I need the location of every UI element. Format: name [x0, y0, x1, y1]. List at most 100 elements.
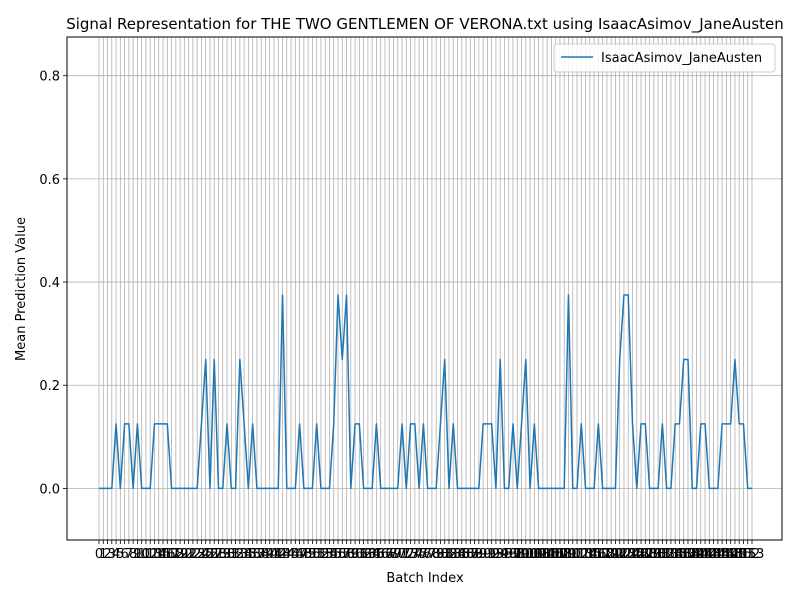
- x-tick-label: 84: [449, 547, 466, 562]
- x-tick-label: 102: [522, 547, 547, 562]
- x-tick-label: 48: [296, 547, 313, 562]
- x-tick-label: 53: [317, 547, 334, 562]
- x-tick-label: 83: [445, 547, 462, 562]
- x-tick-label: 147: [714, 547, 739, 562]
- x-tick-label: 119: [594, 547, 619, 562]
- x-tick-label: 14: [150, 547, 167, 562]
- x-tick-label: 117: [586, 547, 611, 562]
- x-tick-label: 57: [334, 547, 351, 562]
- series-line-isaacasimov-janeausten: [99, 294, 752, 490]
- x-tick-label: 104: [530, 547, 555, 562]
- x-tick-label: 97: [505, 547, 522, 562]
- x-tick-label: 123: [612, 547, 637, 562]
- x-tick-label: 122: [607, 547, 632, 562]
- x-tick-label: 152: [735, 547, 760, 562]
- x-tick-label: 19: [172, 547, 189, 562]
- x-tick-label: 113: [569, 547, 594, 562]
- x-tick-label: 12: [142, 547, 159, 562]
- x-tick-label: 64: [364, 547, 381, 562]
- x-tick-label: 8: [129, 547, 137, 562]
- x-tick-label: 153: [740, 547, 765, 562]
- x-tick-label: 2: [103, 547, 111, 562]
- x-tick-label: 105: [535, 547, 560, 562]
- x-tick-label: 41: [266, 547, 283, 562]
- x-tick-label: 37: [249, 547, 266, 562]
- x-tick-label: 32: [227, 547, 244, 562]
- x-tick-label: 111: [560, 547, 585, 562]
- x-tick-label: 35: [240, 547, 257, 562]
- x-tick-label: 91: [479, 547, 496, 562]
- x-tick-label: 30: [219, 547, 236, 562]
- x-tick-label: 61: [351, 547, 368, 562]
- x-tick-label: 31: [223, 547, 240, 562]
- x-tick-label: 95: [496, 547, 513, 562]
- x-tick-label: 18: [168, 547, 185, 562]
- x-tick-label: 110: [556, 547, 581, 562]
- legend-label: IsaacAsimov_JaneAusten: [601, 51, 762, 66]
- x-tick-label: 45: [283, 547, 300, 562]
- x-tick-label: 26: [202, 547, 219, 562]
- x-tick-label: 73: [402, 547, 419, 562]
- x-tick-label: 131: [646, 547, 671, 562]
- x-tick-label: 22: [185, 547, 202, 562]
- x-tick-label: 133: [654, 547, 679, 562]
- x-tick-label: 63: [360, 547, 377, 562]
- x-tick-label: 7: [125, 547, 133, 562]
- x-tick-label: 93: [488, 547, 505, 562]
- x-tick-label: 42: [270, 547, 287, 562]
- x-tick-label: 10: [133, 547, 150, 562]
- y-tick-label: 0.4: [39, 276, 60, 291]
- x-tick-label: 68: [381, 547, 398, 562]
- x-tick-label: 4: [112, 547, 120, 562]
- x-tick-label: 59: [343, 547, 360, 562]
- x-tick-label: 72: [398, 547, 415, 562]
- x-tick-label: 115: [577, 547, 602, 562]
- x-tick-label: 135: [663, 547, 688, 562]
- x-tick-label: 92: [483, 547, 500, 562]
- x-axis-ticks: 0123456789101112131415161718192021222324…: [95, 540, 765, 562]
- x-tick-label: 88: [466, 547, 483, 562]
- x-tick-label: 44: [279, 547, 296, 562]
- x-tick-label: 89: [471, 547, 488, 562]
- x-tick-label: 142: [693, 547, 718, 562]
- x-tick-label: 120: [599, 547, 624, 562]
- x-tick-label: 106: [539, 547, 564, 562]
- x-tick-label: 114: [573, 547, 598, 562]
- x-tick-label: 82: [441, 547, 458, 562]
- x-tick-label: 107: [543, 547, 568, 562]
- x-tick-label: 130: [641, 547, 666, 562]
- x-tick-label: 71: [394, 547, 411, 562]
- x-tick-label: 116: [582, 547, 607, 562]
- x-tick-label: 39: [257, 547, 274, 562]
- x-tick-label: 34: [236, 547, 253, 562]
- x-tick-label: 40: [261, 547, 278, 562]
- x-tick-label: 24: [193, 547, 210, 562]
- x-tick-label: 109: [552, 547, 577, 562]
- x-tick-label: 15: [155, 547, 172, 562]
- x-tick-label: 90: [475, 547, 492, 562]
- x-tick-label: 33: [232, 547, 249, 562]
- x-tick-label: 3: [108, 547, 116, 562]
- x-tick-label: 11: [138, 547, 155, 562]
- x-tick-label: 28: [210, 547, 227, 562]
- x-tick-label: 38: [253, 547, 270, 562]
- x-tick-label: 148: [718, 547, 743, 562]
- x-tick-label: 150: [727, 547, 752, 562]
- x-tick-label: 65: [368, 547, 385, 562]
- x-tick-label: 100: [513, 547, 538, 562]
- y-gridlines: [67, 75, 782, 489]
- x-tick-label: 52: [313, 547, 330, 562]
- x-tick-label: 46: [287, 547, 304, 562]
- x-tick-label: 81: [436, 547, 453, 562]
- x-tick-label: 60: [347, 547, 364, 562]
- legend: IsaacAsimov_JaneAusten: [553, 43, 776, 73]
- x-tick-label: 101: [518, 547, 543, 562]
- x-tick-label: 139: [680, 547, 705, 562]
- x-tick-label: 16: [159, 547, 176, 562]
- x-tick-label: 149: [723, 547, 748, 562]
- x-tick-label: 6: [120, 547, 128, 562]
- x-tick-label: 121: [603, 547, 628, 562]
- x-tick-label: 49: [300, 547, 317, 562]
- x-tick-label: 146: [710, 547, 735, 562]
